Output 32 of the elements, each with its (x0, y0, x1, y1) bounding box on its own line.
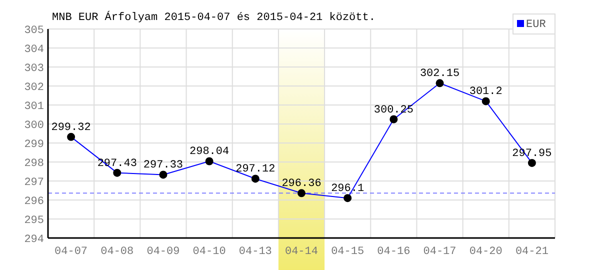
x-tick-label: 04-08 (100, 246, 134, 258)
chart-title: MNB EUR Árfolyam 2015-04-07 és 2015-04-21 között. (52, 10, 376, 24)
y-tick-label: 299 (24, 138, 44, 151)
y-tick-label: 300 (24, 120, 44, 132)
x-tick-label: 04-20 (469, 246, 502, 258)
data-label: 298.04 (190, 146, 230, 158)
y-tick-label: 295 (24, 214, 44, 227)
x-tick-label: 04-17 (423, 246, 456, 258)
data-label: 297.33 (143, 160, 184, 172)
data-label: 297.12 (236, 164, 276, 176)
y-tick-label: 305 (24, 24, 44, 37)
data-label: 296.36 (282, 178, 322, 190)
x-tick-label: 04-13 (238, 246, 272, 258)
y-tick-label: 304 (24, 44, 44, 56)
x-tick-label: 04-15 (331, 246, 364, 258)
x-tick-label: 04-21 (515, 246, 549, 258)
y-tick-label: 294 (24, 234, 44, 246)
x-tick-label: 04-09 (146, 246, 180, 258)
y-tick-label: 302 (24, 82, 44, 94)
x-tick-label: 04-14 (284, 246, 318, 258)
y-tick-label: 298 (24, 158, 44, 170)
x-tick-label: 04-16 (377, 246, 410, 258)
x-tick-label: 04-10 (192, 246, 226, 258)
y-tick-label: 296 (24, 196, 44, 208)
legend-label: EUR (526, 19, 546, 31)
data-label: 301.2 (469, 86, 502, 98)
x-tick-label: 04-07 (54, 246, 88, 258)
y-tick-label: 303 (24, 62, 44, 75)
y-tick-label: 297 (24, 176, 44, 189)
data-label: 302.15 (420, 68, 460, 80)
y-tick-label: 301 (24, 100, 44, 113)
data-label: 299.32 (51, 122, 91, 134)
